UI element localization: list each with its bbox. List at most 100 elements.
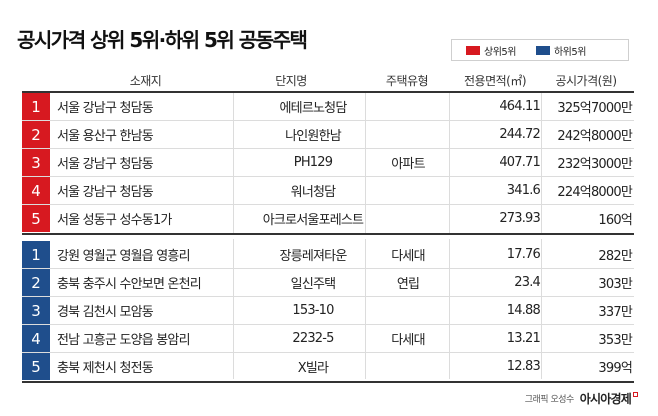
location-cell: 충북 충주시 수안보면 온천리: [57, 277, 202, 292]
area-cell: 464.11: [499, 99, 540, 114]
price-cell: 353만: [598, 333, 632, 348]
location-cell: 충북 제천시 청전동: [57, 361, 154, 376]
divider-bottom-2: [365, 239, 366, 379]
price-cell: 160억: [598, 213, 632, 228]
price-cell: 224억8000만: [557, 185, 632, 200]
area-cell: 273.93: [499, 211, 540, 226]
divider-bottom-1: [233, 239, 234, 379]
complex-cell: 2232-5: [292, 331, 334, 346]
rank-badge: 5: [22, 353, 50, 380]
row-divider: [22, 296, 634, 297]
table-row: 5 충북 제천시 청전동 X빌라 12.83 399억: [22, 353, 634, 381]
complex-cell: 워너청담: [290, 185, 336, 200]
type-cell-top5: 아파트: [391, 157, 425, 172]
header-type: 주택유형: [385, 73, 429, 88]
bottom-rule: [22, 381, 634, 383]
header-price: 공시가격(원): [555, 73, 617, 88]
location-cell: 서울 강남구 청담동: [57, 101, 154, 116]
price-cell: 303만: [598, 277, 632, 292]
location-cell: 강원 영월군 영월읍 영흥리: [57, 249, 191, 264]
table-row: 3 경북 김천시 모암동 153-10 14.88 337만: [22, 297, 634, 325]
legend-label-bottom5: 하위5위: [553, 46, 586, 58]
area-cell: 17.76: [506, 247, 541, 262]
brand-mark-icon: [633, 392, 638, 397]
divider-top-1: [233, 93, 234, 233]
area-cell: 407.71: [499, 155, 540, 170]
table-row: 1 서울 강남구 청담동 에테르노청담 464.11 325억7000만: [22, 93, 634, 121]
legend: 상위5위 하위5위: [451, 39, 629, 61]
table-row: 2 충북 충주시 수안보면 온천리 일신주택 23.4 303만: [22, 269, 634, 297]
price-cell: 325억7000만: [557, 101, 632, 116]
complex-cell: 장릉레져타운: [279, 249, 348, 264]
area-cell: 13.21: [506, 331, 541, 346]
table-row: 5 서울 성동구 성수동1가 아크로서울포레스트 273.93 160억: [22, 205, 634, 233]
legend-swatch-blue: [535, 45, 550, 55]
row-divider: [22, 120, 634, 121]
price-cell: 337만: [598, 305, 632, 320]
table-row: 4 전남 고흥군 도양읍 봉암리 2232-5 13.21 353만: [22, 325, 634, 353]
brand-logo: 아시아경제: [579, 392, 632, 406]
area-cell: 14.88: [506, 303, 541, 318]
rank-badge: 3: [22, 297, 50, 324]
location-cell: 서울 성동구 성수동1가: [57, 213, 172, 228]
row-divider: [22, 148, 634, 149]
rank-badge: 2: [22, 121, 50, 148]
rank-badge: 1: [22, 93, 50, 120]
credit: 그래픽 오성수 아시아경제: [525, 390, 638, 407]
price-cell: 232억3000만: [557, 157, 632, 172]
area-cell: 341.6: [506, 183, 541, 198]
area-cell: 12.83: [506, 359, 541, 374]
divider-bottom-3: [449, 239, 450, 379]
location-cell: 경북 김천시 모암동: [57, 305, 154, 320]
page-title: 공시가격 상위 5위·하위 5위 공동주택: [17, 28, 308, 52]
complex-cell: 153-10: [292, 303, 334, 318]
divider-top-2: [365, 93, 366, 233]
row-divider: [22, 352, 634, 353]
legend-item-top5: 상위5위: [466, 43, 516, 58]
complex-cell: 일신주택: [290, 277, 336, 292]
price-cell: 282만: [598, 249, 632, 264]
rank-badge: 4: [22, 325, 50, 352]
table-row: 1 강원 영월군 영월읍 영흥리 장릉레져타운 17.76 282만: [22, 241, 634, 269]
location-cell: 서울 강남구 청담동: [57, 157, 154, 172]
header-area: 전용면적(㎡): [463, 73, 527, 88]
complex-cell: X빌라: [297, 361, 329, 376]
complex-cell: PH129: [293, 155, 333, 170]
complex-cell: 에테르노청담: [279, 101, 348, 116]
row-divider: [22, 176, 634, 177]
row-divider: [22, 268, 634, 269]
type-cell-bottom-1: 다세대: [391, 249, 425, 264]
location-cell: 전남 고흥군 도양읍 봉암리: [57, 333, 191, 348]
complex-cell: 아크로서울포레스트: [262, 213, 364, 228]
legend-label-top5: 상위5위: [484, 46, 516, 58]
location-cell: 서울 강남구 청담동: [57, 185, 154, 200]
row-divider: [22, 204, 634, 205]
divider-bottom-4: [541, 239, 542, 379]
table-row: 3 서울 강남구 청담동 PH129 407.71 232억3000만: [22, 149, 634, 177]
credit-byline: 그래픽 오성수: [524, 395, 575, 405]
legend-swatch-red: [466, 45, 480, 55]
table-row: 4 서울 강남구 청담동 워너청담 341.6 224억8000만: [22, 177, 634, 205]
rank-badge: 1: [22, 241, 50, 268]
price-cell: 242억8000만: [557, 129, 632, 144]
table-row: 2 서울 용산구 한남동 나인원한남 244.72 242억8000만: [22, 121, 634, 149]
header-location: 소재지: [129, 73, 162, 88]
rank-badge: 2: [22, 269, 50, 296]
complex-cell: 나인원한남: [285, 129, 342, 144]
legend-item-bottom5: 하위5위: [535, 43, 586, 58]
divider-top-4: [541, 93, 542, 233]
location-cell: 서울 용산구 한남동: [57, 129, 154, 144]
type-cell-bottom-2: 연립: [396, 277, 420, 292]
rank-badge: 3: [22, 149, 50, 176]
row-divider: [22, 324, 634, 325]
rank-badge: 5: [22, 205, 50, 232]
price-cell: 399억: [598, 361, 632, 376]
area-cell: 23.4: [514, 275, 541, 290]
section-rule: [22, 233, 634, 235]
header-complex: 단지명: [275, 73, 307, 88]
rank-badge: 4: [22, 177, 50, 204]
area-cell: 244.72: [499, 127, 540, 142]
divider-top-3: [449, 93, 450, 233]
type-cell-bottom-3-5: 다세대: [391, 333, 425, 348]
header-rule: [22, 91, 634, 93]
